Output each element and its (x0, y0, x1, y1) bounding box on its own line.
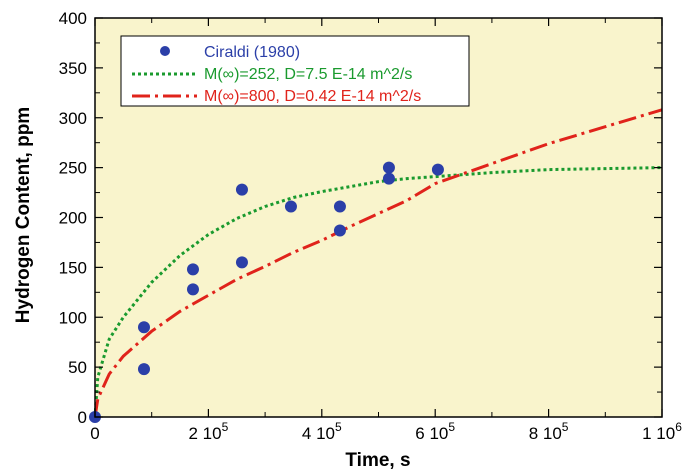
x-tick-label: 8 105 (529, 420, 569, 443)
data-point (235, 256, 248, 269)
y-tick-label: 400 (59, 9, 87, 28)
series-layer (93, 108, 663, 418)
axis-ticks: 0 50 100 150 200 250 300 350 400 0 2 105 4 105 6 105… (59, 9, 683, 443)
y-tick-label: 300 (59, 109, 87, 128)
data-point (235, 183, 248, 196)
x-tick-label: 6 105 (415, 420, 455, 443)
y-tick-label: 50 (68, 358, 87, 377)
series-line-2 (93, 108, 663, 418)
legend-box (120, 35, 470, 107)
legend-marker-points (160, 46, 170, 56)
y-tick-label: 200 (59, 209, 87, 228)
y-tick-label: 100 (59, 308, 87, 327)
x-tick-label: 4 105 (302, 420, 342, 443)
x-tick-label: 0 (90, 424, 99, 443)
legend-label-points: Ciraldi (1980) (204, 44, 300, 61)
y-tick-label: 150 (59, 258, 87, 277)
x-axis-label: Time, s (345, 450, 410, 471)
series-line-1 (93, 166, 663, 418)
data-point (137, 321, 150, 334)
legend-label-red: M(∞)=800, D=0.42 E-14 m^2/s (204, 88, 421, 105)
data-point (284, 200, 297, 213)
data-point (186, 263, 199, 276)
y-tick-label: 350 (59, 59, 87, 78)
data-point (137, 363, 150, 376)
data-point (431, 163, 444, 176)
legend: Ciraldi (1980) M(∞)=252, D=7.5 E-14 m^2/… (120, 35, 470, 107)
legend-label-green: M(∞)=252, D=7.5 E-14 m^2/s (204, 66, 412, 83)
x-tick-label: 1 106 (642, 420, 682, 443)
data-point (333, 224, 346, 237)
y-tick-label: 0 (78, 408, 87, 427)
data-point (333, 200, 346, 213)
y-tick-label: 250 (59, 159, 87, 178)
data-point (186, 283, 199, 296)
data-points (89, 161, 444, 423)
data-point (382, 161, 395, 174)
x-tick-label: 2 105 (189, 420, 229, 443)
y-axis-label: Hydrogen Content, ppm (13, 107, 34, 323)
data-point (382, 172, 395, 185)
